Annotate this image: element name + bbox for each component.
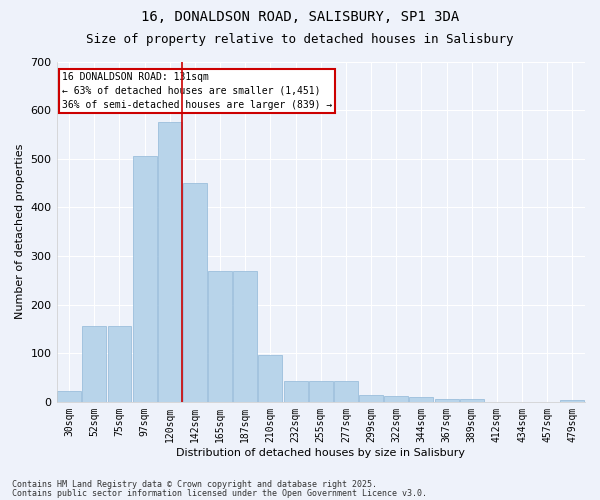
Bar bbox=[233, 270, 257, 402]
Bar bbox=[158, 122, 182, 402]
Bar bbox=[208, 270, 232, 402]
X-axis label: Distribution of detached houses by size in Salisbury: Distribution of detached houses by size … bbox=[176, 448, 465, 458]
Text: Contains HM Land Registry data © Crown copyright and database right 2025.: Contains HM Land Registry data © Crown c… bbox=[12, 480, 377, 489]
Y-axis label: Number of detached properties: Number of detached properties bbox=[15, 144, 25, 320]
Bar bbox=[409, 397, 433, 402]
Text: Size of property relative to detached houses in Salisbury: Size of property relative to detached ho… bbox=[86, 32, 514, 46]
Bar bbox=[57, 391, 81, 402]
Bar bbox=[133, 156, 157, 402]
Text: 16, DONALDSON ROAD, SALISBURY, SP1 3DA: 16, DONALDSON ROAD, SALISBURY, SP1 3DA bbox=[141, 10, 459, 24]
Bar bbox=[183, 183, 207, 402]
Text: 16 DONALDSON ROAD: 131sqm
← 63% of detached houses are smaller (1,451)
36% of se: 16 DONALDSON ROAD: 131sqm ← 63% of detac… bbox=[62, 72, 332, 110]
Bar bbox=[309, 382, 333, 402]
Bar bbox=[434, 400, 458, 402]
Text: Contains public sector information licensed under the Open Government Licence v3: Contains public sector information licen… bbox=[12, 488, 427, 498]
Bar bbox=[560, 400, 584, 402]
Bar bbox=[460, 400, 484, 402]
Bar bbox=[107, 326, 131, 402]
Bar bbox=[284, 382, 308, 402]
Bar bbox=[82, 326, 106, 402]
Bar bbox=[385, 396, 408, 402]
Bar bbox=[334, 382, 358, 402]
Bar bbox=[259, 354, 283, 402]
Bar bbox=[359, 394, 383, 402]
